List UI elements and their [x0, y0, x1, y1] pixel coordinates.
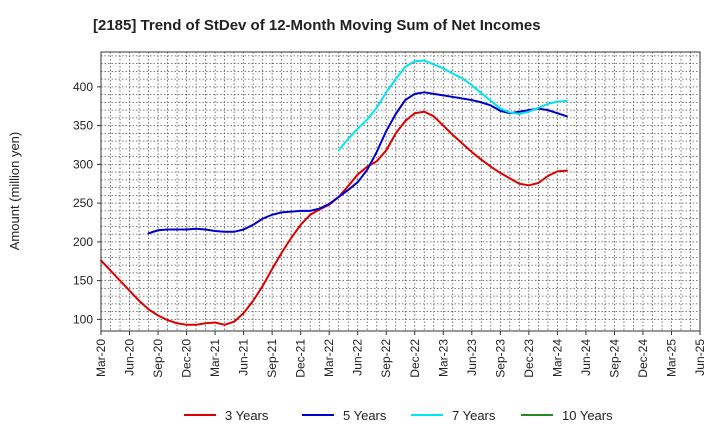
x-tick-label: Mar-22 — [322, 339, 336, 377]
y-tick-label: 300 — [73, 157, 93, 171]
x-tick-label: Mar-25 — [664, 339, 678, 377]
legend-label-2: 7 Years — [452, 408, 496, 423]
x-tick-label: Sep-20 — [151, 339, 165, 378]
x-tick-label: Sep-21 — [265, 339, 279, 378]
grid — [100, 52, 701, 331]
x-tick-label: Jun-25 — [693, 339, 707, 376]
x-tick-label: Jun-22 — [351, 339, 365, 376]
x-tick-label: Mar-24 — [550, 339, 564, 377]
x-tick-label: Mar-20 — [94, 339, 108, 377]
x-tick-label: Mar-23 — [436, 339, 450, 377]
x-tick-label: Dec-24 — [636, 339, 650, 378]
y-tick-label: 100 — [73, 312, 93, 326]
x-tick-label: Dec-22 — [408, 339, 422, 378]
x-tick-label: Sep-24 — [607, 339, 621, 378]
x-tick-label: Mar-21 — [208, 339, 222, 377]
y-tick-label: 350 — [73, 119, 93, 133]
plot-background — [101, 52, 700, 331]
y-axis: 100 150 200 250 300 350 400 — [73, 80, 101, 326]
legend: 3 Years 5 Years 7 Years 10 Years — [184, 408, 613, 423]
x-axis: Mar-20 Jun-20 Sep-20 Dec-20 Mar-21 Jun-21 Sep-… — [94, 331, 707, 378]
plot-frame — [100, 51, 701, 332]
legend-label-1: 5 Years — [343, 408, 387, 423]
plot-border — [100, 51, 701, 332]
x-tick-label: Jun-21 — [237, 339, 251, 376]
x-tick-label: Jun-24 — [579, 339, 593, 376]
series-line-2 — [337, 59, 568, 152]
x-tick-label: Jun-20 — [123, 339, 137, 376]
plot-area — [101, 52, 700, 331]
y-tick-label: 200 — [73, 235, 93, 249]
legend-label-3: 10 Years — [562, 408, 613, 423]
x-tick-label: Dec-23 — [522, 339, 536, 378]
y-axis-label: Amount (million yen) — [7, 132, 22, 251]
legend-label-0: 3 Years — [225, 408, 269, 423]
x-tick-label: Sep-23 — [493, 339, 507, 378]
y-tick-label: 150 — [73, 274, 93, 288]
y-tick-label: 400 — [73, 80, 93, 94]
x-tick-label: Sep-22 — [379, 339, 393, 378]
x-tick-label: Dec-21 — [294, 339, 308, 378]
series-layer — [100, 59, 568, 326]
x-tick-label: Dec-20 — [180, 339, 194, 378]
series-line-1 — [147, 91, 568, 235]
y-tick-label: 250 — [73, 196, 93, 210]
chart-title: [2185] Trend of StDev of 12-Month Moving… — [93, 17, 541, 34]
x-tick-label: Jun-23 — [465, 339, 479, 376]
